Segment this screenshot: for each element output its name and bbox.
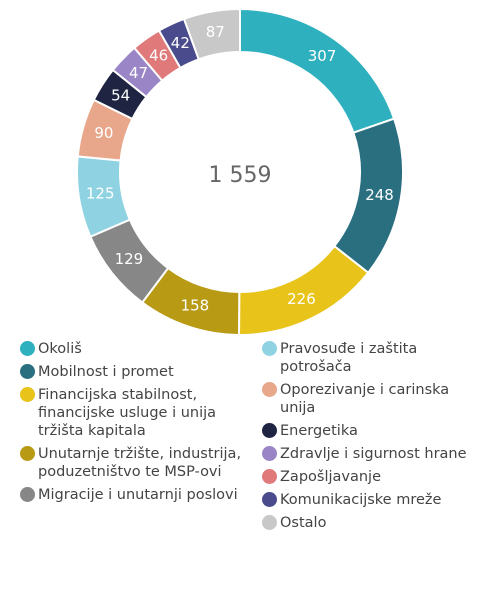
- legend-item: Migracije i unutarnji poslovi: [20, 486, 250, 504]
- data-label: 42: [171, 34, 190, 52]
- legend-marker: [262, 341, 277, 356]
- legend-marker: [262, 469, 277, 484]
- legend: Okoliš Mobilnost i promet Financijska stab…: [20, 340, 250, 504]
- donut-segment: [239, 7, 396, 134]
- legend-item: Pravosuđe i zaštita potrošača: [262, 340, 482, 376]
- legend-item: Zdravlje i sigurnost hrane: [262, 445, 482, 463]
- data-label: 307: [308, 47, 337, 65]
- data-label: 226: [287, 290, 316, 308]
- legend-label: Migracije i unutarnji poslovi: [38, 487, 238, 503]
- legend-marker: [20, 487, 35, 502]
- legend-item: Mobilnost i promet: [20, 363, 250, 381]
- legend-marker: [20, 364, 35, 379]
- legend-marker: [262, 382, 277, 397]
- legend-item: Zapošljavanje: [262, 468, 482, 486]
- legend-label: Energetika: [280, 423, 358, 439]
- data-label: 46: [149, 47, 168, 65]
- legend-marker: [20, 341, 35, 356]
- data-label: 87: [206, 23, 225, 41]
- legend-item: Ostalo: [262, 514, 482, 532]
- data-label: 54: [111, 86, 130, 104]
- legend-marker: [20, 446, 35, 461]
- donut-segment: [182, 7, 241, 61]
- legend-item: Komunikacijske mreže: [262, 491, 482, 509]
- legend-label: Okoliš: [38, 341, 82, 357]
- data-label: 248: [365, 186, 394, 204]
- legend-item: Unutarnje tržište, industrija, poduzetni…: [20, 445, 250, 481]
- center-label: 1 559: [209, 163, 272, 188]
- data-label: 158: [181, 297, 210, 315]
- legend-label: Unutarnje tržište, industrija, poduzetni…: [38, 446, 242, 480]
- legend: Pravosuđe i zaštita potrošača Oporezivanj…: [262, 340, 482, 532]
- legend-label: Komunikacijske mreže: [280, 492, 442, 508]
- data-label: 125: [86, 185, 115, 203]
- legend-marker: [262, 515, 277, 530]
- legend-item: Financijska stabilnost, financijske uslu…: [20, 386, 250, 440]
- legend-item: Okoliš: [20, 340, 250, 358]
- legend-label: Ostalo: [280, 515, 327, 531]
- legend-marker: [262, 492, 277, 507]
- legend-label: Zapošljavanje: [280, 469, 381, 485]
- legend-item: Oporezivanje i carinska unija: [262, 381, 482, 417]
- legend-marker: [262, 423, 277, 438]
- legend-marker: [20, 387, 35, 402]
- legend-label: Oporezivanje i carinska unija: [280, 382, 450, 416]
- legend-label: Zdravlje i sigurnost hrane: [280, 446, 467, 462]
- legend-marker: [262, 446, 277, 461]
- legend-label: Pravosuđe i zaštita potrošača: [280, 341, 418, 375]
- legend-label: Financijska stabilnost, financijske uslu…: [38, 387, 217, 439]
- legend-label: Mobilnost i promet: [38, 364, 174, 380]
- data-label: 129: [115, 250, 144, 268]
- data-label: 47: [129, 64, 148, 82]
- legend-item: Energetika: [262, 422, 482, 440]
- data-label: 90: [94, 124, 113, 142]
